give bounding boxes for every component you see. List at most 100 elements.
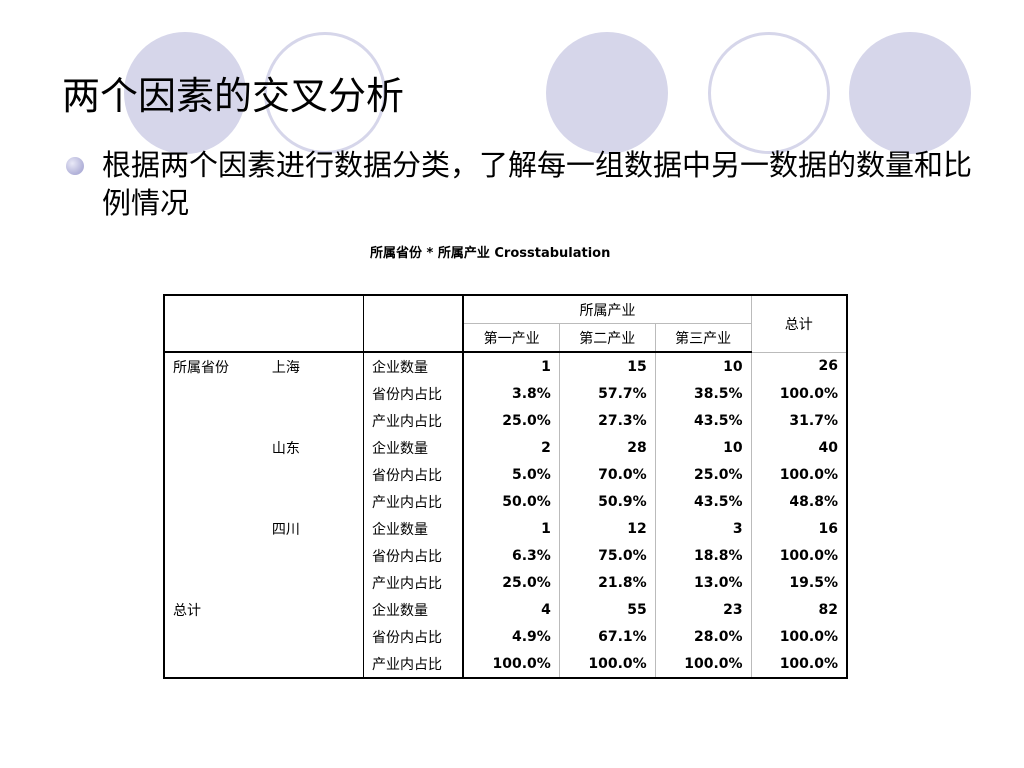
total-value-cell: 40 <box>750 434 847 461</box>
value-cell: 6.3% <box>462 542 560 569</box>
value-cell: 4 <box>462 596 560 623</box>
row-total-label: 总计 <box>173 602 201 619</box>
bullet-icon <box>66 157 84 175</box>
value-cell: 18.8% <box>654 542 752 569</box>
value-cell: 70.0% <box>558 461 656 488</box>
value-cell: 1 <box>462 515 560 542</box>
column-header-total: 总计 <box>750 295 847 353</box>
header-corner <box>164 295 364 353</box>
province-label: 上海 <box>271 359 300 376</box>
decor-circle-1 <box>124 32 246 154</box>
value-cell: 25.0% <box>654 461 752 488</box>
value-cell: 100.0% <box>558 650 656 678</box>
table-caption: 所属省份 * 所属产业 Crosstabulation <box>370 246 611 261</box>
measure-label: 省份内占比 <box>363 380 464 407</box>
row-variable-label: 所属省份 <box>173 359 229 376</box>
value-cell: 50.9% <box>558 488 656 515</box>
value-cell: 55 <box>558 596 656 623</box>
value-cell: 43.5% <box>654 488 752 515</box>
slide-title: 两个因素的交叉分析 <box>62 74 405 118</box>
value-cell: 3 <box>654 515 752 542</box>
column-header: 第三产业 <box>654 323 752 353</box>
measure-label: 产业内占比 <box>363 407 464 434</box>
value-cell: 3.8% <box>462 380 560 407</box>
header-measure-blank <box>363 295 464 353</box>
table-subheader-row: 第一产业 第二产业 第三产业 <box>164 323 847 353</box>
province-cell <box>264 407 364 434</box>
total-value-cell: 26 <box>750 352 847 380</box>
column-group-header: 所属产业 <box>462 295 752 324</box>
crosstab-table: 所属产业 总计 第一产业 第二产业 第三产业 所属省份 上海 企业数量 1 15 10 26… <box>163 294 848 679</box>
table-body: 所属省份 上海 企业数量 1 15 10 26 省份内占比 3.8% 57.7% 38.5% 100.… <box>164 352 847 678</box>
row-variable-cell <box>164 488 264 515</box>
value-cell: 2 <box>462 434 560 461</box>
total-value-cell: 48.8% <box>750 488 847 515</box>
province-label: 山东 <box>271 440 300 457</box>
table-row: 产业内占比 50.0% 50.9% 43.5% 48.8% <box>164 488 847 515</box>
value-cell: 50.0% <box>462 488 560 515</box>
value-cell: 57.7% <box>558 380 656 407</box>
value-cell: 1 <box>462 352 560 380</box>
value-cell: 25.0% <box>462 407 560 434</box>
province-cell <box>264 461 364 488</box>
row-variable-cell <box>164 569 264 596</box>
value-cell: 27.3% <box>558 407 656 434</box>
value-cell: 100.0% <box>654 650 752 678</box>
table-row: 产业内占比 25.0% 27.3% 43.5% 31.7% <box>164 407 847 434</box>
table-row: 总计 企业数量 4 55 23 82 <box>164 596 847 623</box>
measure-label: 企业数量 <box>363 352 464 380</box>
table-row: 省份内占比 5.0% 70.0% 25.0% 100.0% <box>164 461 847 488</box>
province-cell <box>264 380 364 407</box>
value-cell: 10 <box>654 434 752 461</box>
value-cell: 15 <box>558 352 656 380</box>
measure-label: 企业数量 <box>363 596 464 623</box>
total-value-cell: 31.7% <box>750 407 847 434</box>
row-variable-cell <box>164 434 264 461</box>
total-value-cell: 100.0% <box>750 461 847 488</box>
value-cell: 21.8% <box>558 569 656 596</box>
value-cell: 100.0% <box>462 650 560 678</box>
measure-label: 省份内占比 <box>363 623 464 650</box>
measure-label: 产业内占比 <box>363 650 464 678</box>
table-row: 山东 企业数量 2 28 10 40 <box>164 434 847 461</box>
total-value-cell: 19.5% <box>750 569 847 596</box>
value-cell: 25.0% <box>462 569 560 596</box>
value-cell: 38.5% <box>654 380 752 407</box>
table-row: 省份内占比 4.9% 67.1% 28.0% 100.0% <box>164 623 847 650</box>
value-cell: 43.5% <box>654 407 752 434</box>
row-variable-cell <box>164 650 264 678</box>
total-value-cell: 100.0% <box>750 650 847 678</box>
row-variable-cell <box>164 542 264 569</box>
value-cell: 10 <box>654 352 752 380</box>
total-value-cell: 100.0% <box>750 380 847 407</box>
column-header: 第二产业 <box>558 323 656 353</box>
measure-label: 产业内占比 <box>363 569 464 596</box>
province-label: 四川 <box>271 521 300 538</box>
row-variable-cell <box>164 380 264 407</box>
table-row: 省份内占比 6.3% 75.0% 18.8% 100.0% <box>164 542 847 569</box>
table-row: 产业内占比 25.0% 21.8% 13.0% 19.5% <box>164 569 847 596</box>
column-header: 第一产业 <box>462 323 560 353</box>
table-header-row: 所属产业 总计 <box>164 295 847 353</box>
province-cell <box>264 488 364 515</box>
decor-circle-3 <box>546 32 668 154</box>
row-variable-cell <box>164 407 264 434</box>
value-cell: 67.1% <box>558 623 656 650</box>
row-variable-cell <box>164 461 264 488</box>
province-cell <box>264 650 364 678</box>
row-variable-cell <box>164 623 264 650</box>
measure-label: 省份内占比 <box>363 461 464 488</box>
value-cell: 12 <box>558 515 656 542</box>
measure-label: 产业内占比 <box>363 488 464 515</box>
measure-label: 企业数量 <box>363 515 464 542</box>
total-value-cell: 16 <box>750 515 847 542</box>
table-row: 所属省份 上海 企业数量 1 15 10 26 <box>164 352 847 380</box>
value-cell: 28 <box>558 434 656 461</box>
bullet-text: 根据两个因素进行数据分类，了解每一组数据中另一数据的数量和比例情况 <box>102 148 973 220</box>
value-cell: 4.9% <box>462 623 560 650</box>
value-cell: 5.0% <box>462 461 560 488</box>
province-cell <box>264 542 364 569</box>
province-cell <box>264 569 364 596</box>
table-row: 四川 企业数量 1 12 3 16 <box>164 515 847 542</box>
measure-label: 省份内占比 <box>363 542 464 569</box>
